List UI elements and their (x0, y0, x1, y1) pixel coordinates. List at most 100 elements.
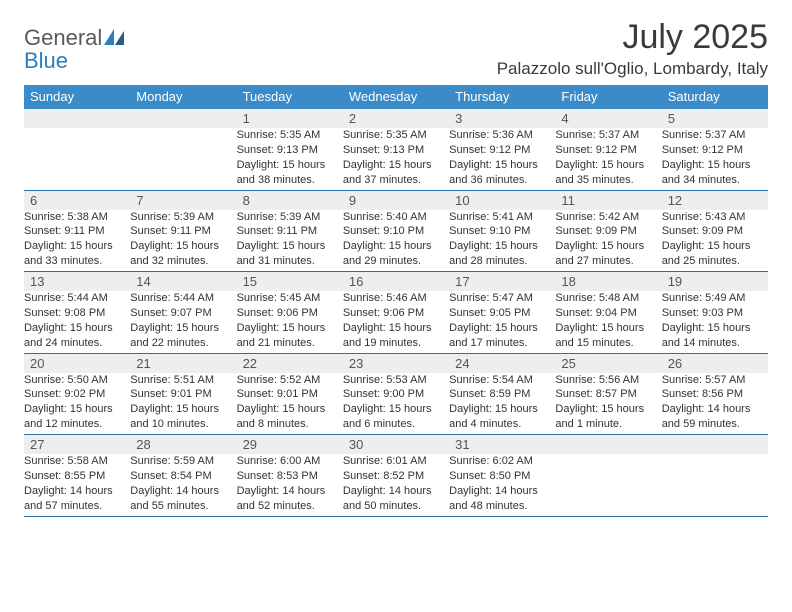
daylight-text: Daylight: 14 hours and 59 minutes. (662, 402, 768, 432)
sunrise-text: Sunrise: 5:49 AM (662, 291, 768, 306)
day-cell: Sunrise: 5:54 AMSunset: 8:59 PMDaylight:… (449, 373, 555, 435)
sunrise-text: Sunrise: 5:58 AM (24, 454, 130, 469)
day-cell: Sunrise: 5:40 AMSunset: 9:10 PMDaylight:… (343, 210, 449, 272)
sunrise-text: Sunrise: 5:59 AM (130, 454, 236, 469)
day-number: 18 (555, 272, 661, 292)
sunset-text: Sunset: 8:52 PM (343, 469, 449, 484)
header: General Blue July 2025 Palazzolo sull'Og… (24, 18, 768, 79)
day-number: 28 (130, 435, 236, 455)
sunrise-text: Sunrise: 5:52 AM (237, 373, 343, 388)
day-number: 20 (24, 353, 130, 373)
sunrise-text: Sunrise: 5:39 AM (130, 210, 236, 225)
sunset-text: Sunset: 9:04 PM (555, 306, 661, 321)
day-number (662, 435, 768, 455)
week-data-row: Sunrise: 5:58 AMSunset: 8:55 PMDaylight:… (24, 454, 768, 516)
day-number (555, 435, 661, 455)
sunrise-text: Sunrise: 5:57 AM (662, 373, 768, 388)
daylight-text: Daylight: 14 hours and 48 minutes. (449, 484, 555, 514)
daylight-text: Daylight: 15 hours and 38 minutes. (237, 158, 343, 188)
sunset-text: Sunset: 8:50 PM (449, 469, 555, 484)
sunrise-text: Sunrise: 5:45 AM (237, 291, 343, 306)
day-number: 1 (237, 109, 343, 128)
daylight-text: Daylight: 15 hours and 29 minutes. (343, 239, 449, 269)
sunrise-text: Sunrise: 5:50 AM (24, 373, 130, 388)
daylight-text: Daylight: 15 hours and 6 minutes. (343, 402, 449, 432)
day-number: 17 (449, 272, 555, 292)
day-cell: Sunrise: 5:37 AMSunset: 9:12 PMDaylight:… (555, 128, 661, 190)
logo-sail-icon (104, 25, 126, 50)
day-number: 30 (343, 435, 449, 455)
day-number: 31 (449, 435, 555, 455)
day-cell: Sunrise: 5:35 AMSunset: 9:13 PMDaylight:… (237, 128, 343, 190)
sunset-text: Sunset: 9:07 PM (130, 306, 236, 321)
day-cell (662, 454, 768, 516)
daylight-text: Daylight: 15 hours and 15 minutes. (555, 321, 661, 351)
sunset-text: Sunset: 9:11 PM (130, 224, 236, 239)
day-cell: Sunrise: 5:44 AMSunset: 9:07 PMDaylight:… (130, 291, 236, 353)
sunrise-text: Sunrise: 5:39 AM (237, 210, 343, 225)
week-daynum-row: 2728293031 (24, 435, 768, 455)
day-cell: Sunrise: 5:57 AMSunset: 8:56 PMDaylight:… (662, 373, 768, 435)
daylight-text: Daylight: 15 hours and 14 minutes. (662, 321, 768, 351)
day-number: 23 (343, 353, 449, 373)
sunset-text: Sunset: 9:13 PM (343, 143, 449, 158)
daylight-text: Daylight: 15 hours and 1 minute. (555, 402, 661, 432)
day-cell: Sunrise: 5:39 AMSunset: 9:11 PMDaylight:… (237, 210, 343, 272)
day-number: 5 (662, 109, 768, 128)
daylight-text: Daylight: 15 hours and 12 minutes. (24, 402, 130, 432)
daylight-text: Daylight: 15 hours and 17 minutes. (449, 321, 555, 351)
day-number: 7 (130, 190, 236, 210)
sunrise-text: Sunrise: 6:00 AM (237, 454, 343, 469)
day-number: 6 (24, 190, 130, 210)
day-cell: Sunrise: 5:47 AMSunset: 9:05 PMDaylight:… (449, 291, 555, 353)
day-cell: Sunrise: 5:37 AMSunset: 9:12 PMDaylight:… (662, 128, 768, 190)
location: Palazzolo sull'Oglio, Lombardy, Italy (497, 59, 768, 79)
logo-text-blue: Blue (24, 48, 68, 73)
day-cell: Sunrise: 5:51 AMSunset: 9:01 PMDaylight:… (130, 373, 236, 435)
daylight-text: Daylight: 15 hours and 35 minutes. (555, 158, 661, 188)
week-data-row: Sunrise: 5:44 AMSunset: 9:08 PMDaylight:… (24, 291, 768, 353)
day-cell: Sunrise: 5:46 AMSunset: 9:06 PMDaylight:… (343, 291, 449, 353)
daylight-text: Daylight: 15 hours and 8 minutes. (237, 402, 343, 432)
sunset-text: Sunset: 8:54 PM (130, 469, 236, 484)
day-number: 16 (343, 272, 449, 292)
day-number: 10 (449, 190, 555, 210)
sunset-text: Sunset: 9:00 PM (343, 387, 449, 402)
sunrise-text: Sunrise: 5:54 AM (449, 373, 555, 388)
daylight-text: Daylight: 15 hours and 27 minutes. (555, 239, 661, 269)
week-data-row: Sunrise: 5:50 AMSunset: 9:02 PMDaylight:… (24, 373, 768, 435)
day-header: Sunday (24, 85, 130, 109)
logo-text: General Blue (24, 26, 126, 72)
week-data-row: Sunrise: 5:38 AMSunset: 9:11 PMDaylight:… (24, 210, 768, 272)
sunrise-text: Sunrise: 5:41 AM (449, 210, 555, 225)
daylight-text: Daylight: 15 hours and 22 minutes. (130, 321, 236, 351)
day-cell: Sunrise: 5:45 AMSunset: 9:06 PMDaylight:… (237, 291, 343, 353)
sunrise-text: Sunrise: 5:47 AM (449, 291, 555, 306)
sunset-text: Sunset: 9:13 PM (237, 143, 343, 158)
sunset-text: Sunset: 8:55 PM (24, 469, 130, 484)
daylight-text: Daylight: 15 hours and 10 minutes. (130, 402, 236, 432)
day-cell: Sunrise: 5:50 AMSunset: 9:02 PMDaylight:… (24, 373, 130, 435)
sunset-text: Sunset: 9:08 PM (24, 306, 130, 321)
day-cell (555, 454, 661, 516)
daylight-text: Daylight: 15 hours and 24 minutes. (24, 321, 130, 351)
daylight-text: Daylight: 15 hours and 33 minutes. (24, 239, 130, 269)
day-header: Friday (555, 85, 661, 109)
sunset-text: Sunset: 9:06 PM (343, 306, 449, 321)
day-cell: Sunrise: 5:42 AMSunset: 9:09 PMDaylight:… (555, 210, 661, 272)
day-number (130, 109, 236, 128)
daylight-text: Daylight: 15 hours and 32 minutes. (130, 239, 236, 269)
day-header: Tuesday (237, 85, 343, 109)
day-number (24, 109, 130, 128)
day-number: 29 (237, 435, 343, 455)
daylight-text: Daylight: 15 hours and 21 minutes. (237, 321, 343, 351)
day-cell: Sunrise: 5:39 AMSunset: 9:11 PMDaylight:… (130, 210, 236, 272)
daylight-text: Daylight: 14 hours and 57 minutes. (24, 484, 130, 514)
sunrise-text: Sunrise: 5:35 AM (237, 128, 343, 143)
sunrise-text: Sunrise: 5:36 AM (449, 128, 555, 143)
daylight-text: Daylight: 14 hours and 50 minutes. (343, 484, 449, 514)
sunrise-text: Sunrise: 6:01 AM (343, 454, 449, 469)
sunrise-text: Sunrise: 5:37 AM (662, 128, 768, 143)
day-cell: Sunrise: 5:48 AMSunset: 9:04 PMDaylight:… (555, 291, 661, 353)
day-number: 14 (130, 272, 236, 292)
